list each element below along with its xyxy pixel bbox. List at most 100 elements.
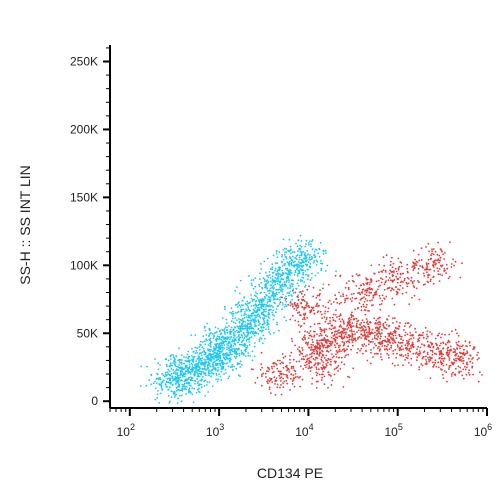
data-point [431,250,433,253]
data-point [302,358,304,360]
data-point [243,296,246,299]
data-point [304,355,307,358]
data-point [241,325,244,328]
data-point [202,347,205,350]
data-point [296,274,299,277]
data-point [223,328,226,330]
data-point [283,306,286,308]
data-point [335,350,338,352]
data-point [351,330,353,333]
data-point [169,400,171,403]
data-point [330,364,332,366]
data-point [381,278,384,281]
data-point [362,335,364,337]
data-point [246,304,249,307]
data-point [420,259,423,261]
data-point [298,350,301,353]
data-point [264,303,266,306]
data-point [370,279,373,282]
data-point [262,326,265,329]
data-point [345,282,348,284]
data-point [331,340,334,343]
data-point [200,383,203,386]
data-point [289,271,291,273]
data-point [276,282,279,285]
data-point [443,370,446,372]
data-point [384,269,387,272]
data-point [301,353,304,355]
data-point [389,269,391,272]
data-point [352,325,355,327]
data-point [258,315,260,318]
data-point [426,351,429,354]
data-point [431,351,434,353]
data-point [358,326,361,329]
data-point [459,347,461,350]
data-point [392,352,395,355]
data-point [309,353,311,356]
data-point [307,274,310,277]
data-point [379,297,382,300]
data-point [254,331,257,333]
data-point [303,253,306,256]
data-point [218,335,221,338]
data-point [418,350,421,352]
data-point [447,277,450,280]
data-point [363,331,366,334]
data-point [392,274,395,277]
data-point [248,344,251,346]
data-point [202,371,205,373]
data-point [362,352,364,355]
data-point [269,377,271,380]
data-point [253,345,256,348]
data-point [301,276,304,279]
data-point [167,388,170,391]
data-point [325,364,328,367]
data-point [384,344,386,347]
data-point [466,345,468,348]
data-point [181,368,183,371]
data-point [289,362,291,364]
data-point [172,354,175,356]
data-point [310,277,313,279]
data-point [310,346,313,349]
data-point [355,284,358,287]
data-point [456,347,458,349]
data-point [175,389,178,392]
data-point [328,327,331,330]
data-point [387,287,390,289]
data-point [230,353,233,356]
data-point [242,308,245,311]
data-point [390,337,393,340]
data-point [401,341,404,344]
data-point [250,312,253,315]
data-point [325,341,328,344]
data-point [215,330,218,333]
data-point [398,349,401,352]
data-point [305,265,308,267]
data-point [342,327,345,330]
data-point [253,334,256,337]
data-point [306,343,309,345]
data-point [410,337,412,340]
data-point [198,375,201,378]
data-point [285,295,287,298]
data-point [270,290,272,292]
data-point [384,335,387,338]
data-point [291,383,294,385]
data-point [196,347,199,349]
data-point [289,252,292,255]
data-point [315,303,318,306]
data-point [230,344,233,346]
data-point [324,334,327,337]
data-point [219,375,222,378]
data-point [174,383,177,385]
data-point [260,305,263,308]
data-point [403,325,406,327]
data-point [327,386,329,389]
data-point [351,325,353,328]
data-point [237,341,240,344]
data-point [453,264,455,267]
data-point [311,351,314,354]
data-point [285,379,288,382]
